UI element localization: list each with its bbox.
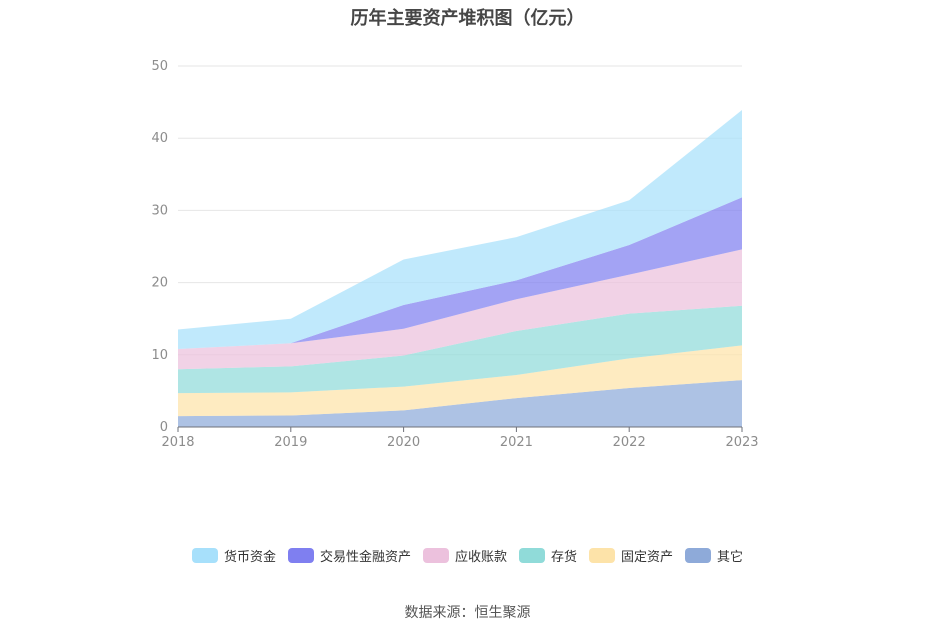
y-tick-label: 20 xyxy=(151,276,168,291)
area-series-4 xyxy=(178,197,742,350)
y-tick-label: 10 xyxy=(151,348,168,363)
legend-item[interactable]: 存货 xyxy=(519,546,577,565)
legend-swatch xyxy=(422,548,449,563)
legend-swatch xyxy=(685,548,712,563)
area-series-5 xyxy=(178,110,742,350)
axes: 0 10 20 30 40 50 2018 2019 2020 2021 2022 2023 xyxy=(151,59,758,450)
legend-swatch xyxy=(519,548,545,563)
y-tick-label: 50 xyxy=(151,59,168,74)
legend-label: 交易性金融资产 xyxy=(319,550,411,565)
legend-label: 固定资产 xyxy=(621,550,674,565)
legend-item[interactable]: 交易性金融资产 xyxy=(287,546,411,565)
x-tick-label: 2019 xyxy=(274,435,307,450)
legend-item[interactable]: 固定资产 xyxy=(589,546,673,565)
legend-label: 货币资金 xyxy=(223,550,276,565)
data-source: 数据来源：恒生聚源 xyxy=(404,605,531,621)
legend-item[interactable]: 货币资金 xyxy=(191,546,276,565)
x-tick-label: 2023 xyxy=(725,435,758,450)
area-series-1 xyxy=(178,345,742,417)
legend-label: 存货 xyxy=(551,550,578,565)
legend: 货币资金 交易性金融资产 应收账款 存货 固定资产 其它 xyxy=(0,546,935,565)
y-tick-label: 0 xyxy=(160,420,168,435)
chart-title: 历年主要资产堆积图（亿元） xyxy=(350,8,585,29)
legend-item[interactable]: 其它 xyxy=(685,546,743,565)
y-tick-label: 40 xyxy=(151,131,168,146)
area-series xyxy=(178,110,742,427)
x-tick-label: 2020 xyxy=(387,435,420,450)
legend-label: 应收账款 xyxy=(454,550,507,565)
legend-swatch xyxy=(191,548,218,563)
legend-swatch xyxy=(287,548,314,563)
area-series-3 xyxy=(178,249,742,370)
area-series-0 xyxy=(178,380,742,427)
legend-swatch xyxy=(589,548,616,563)
area-series-2 xyxy=(178,305,742,394)
y-tick-label: 30 xyxy=(151,203,168,218)
x-tick-label: 2018 xyxy=(161,435,194,450)
x-tick-label: 2021 xyxy=(500,435,533,450)
legend-item[interactable]: 应收账款 xyxy=(422,546,507,565)
legend-label: 其它 xyxy=(717,550,744,565)
x-tick-label: 2022 xyxy=(613,435,646,450)
